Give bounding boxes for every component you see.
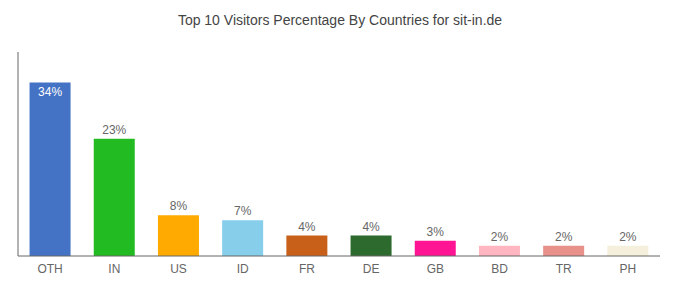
svg-text:GB: GB: [427, 262, 444, 276]
svg-text:TR: TR: [556, 262, 572, 276]
svg-text:IN: IN: [108, 262, 120, 276]
svg-text:2%: 2%: [619, 230, 637, 244]
svg-text:US: US: [170, 262, 187, 276]
svg-text:DE: DE: [363, 262, 380, 276]
svg-text:2%: 2%: [491, 230, 509, 244]
svg-text:OTH: OTH: [37, 262, 62, 276]
svg-text:FR: FR: [299, 262, 315, 276]
svg-text:PH: PH: [620, 262, 637, 276]
svg-text:4%: 4%: [362, 220, 380, 234]
svg-text:BD: BD: [491, 262, 508, 276]
svg-text:7%: 7%: [234, 204, 252, 218]
svg-text:2%: 2%: [555, 230, 573, 244]
svg-text:34%: 34%: [38, 85, 62, 99]
svg-text:ID: ID: [237, 262, 249, 276]
html-text:Top 10 Visitors Percentage By: Top 10 Visitors Percentage By Countries …: [177, 12, 503, 28]
svg-text:8%: 8%: [170, 199, 188, 213]
svg-text:4%: 4%: [298, 220, 316, 234]
svg-text:3%: 3%: [427, 225, 445, 239]
svg-text:23%: 23%: [102, 123, 126, 137]
